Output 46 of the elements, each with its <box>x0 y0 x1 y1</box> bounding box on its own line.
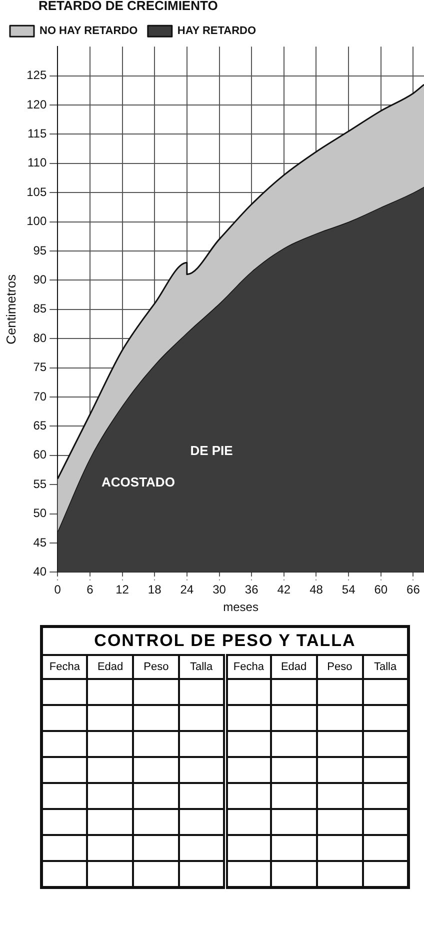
text: Fecha <box>42 655 88 679</box>
text: Peso <box>316 655 363 679</box>
legend-label: HAY RETARDO <box>177 25 256 38</box>
text: Talla <box>362 655 408 679</box>
x-tick-label: 36 <box>244 582 259 597</box>
x-tick-label: 66 <box>406 582 420 597</box>
x-tick-label: 24 <box>180 582 194 597</box>
y-tick-label: 95 <box>33 243 47 258</box>
y-tick-label: 50 <box>33 506 47 520</box>
y-tick-label: 65 <box>33 418 47 433</box>
legend-label: NO HAY RETARDO <box>40 25 138 38</box>
text: Talla <box>179 655 225 679</box>
y-tick-label: 40 <box>33 564 47 579</box>
y-tick-label: 100 <box>26 214 47 228</box>
text: Edad <box>87 655 134 679</box>
y-tick-label: 80 <box>33 330 47 345</box>
text: Fecha <box>225 655 271 679</box>
x-tick-label: 60 <box>374 582 388 597</box>
annotation: DE PIE <box>190 442 234 458</box>
x-tick-label: 48 <box>310 582 324 597</box>
annotation: ACOSTADO <box>102 474 175 490</box>
text: Edad <box>270 655 317 679</box>
y-tick-label: 45 <box>33 535 47 550</box>
y-tick-label: 60 <box>33 448 47 462</box>
x-tick-label: 0 <box>54 582 62 597</box>
y-tick-label: 110 <box>27 156 47 170</box>
text: CONTROL DE PESO Y TALLA <box>42 626 408 655</box>
x-tick-label: 6 <box>86 582 94 597</box>
x-tick-label: 30 <box>212 582 226 597</box>
x-tick-label: 54 <box>342 582 356 597</box>
text: Peso <box>133 655 180 679</box>
x-tick-label: 12 <box>116 582 130 597</box>
y-tick-label: 75 <box>33 360 47 374</box>
y-tick-label: 90 <box>33 272 47 287</box>
y-tick-label: 55 <box>33 476 47 491</box>
y-tick-label: 125 <box>26 68 47 82</box>
legend-title: RETARDO DE CRECIMIENTO <box>38 0 218 14</box>
y-axis-title: Centimetros <box>3 274 18 344</box>
y-tick-label: 115 <box>27 126 47 141</box>
y-tick-label: 85 <box>33 302 47 316</box>
x-tick-label: 18 <box>148 582 162 597</box>
x-tick-label: 42 <box>277 582 291 597</box>
y-tick-label: 120 <box>26 97 47 112</box>
y-tick-label: 105 <box>26 184 47 199</box>
x-axis-title: meses <box>223 600 258 614</box>
y-tick-label: 70 <box>33 389 47 404</box>
